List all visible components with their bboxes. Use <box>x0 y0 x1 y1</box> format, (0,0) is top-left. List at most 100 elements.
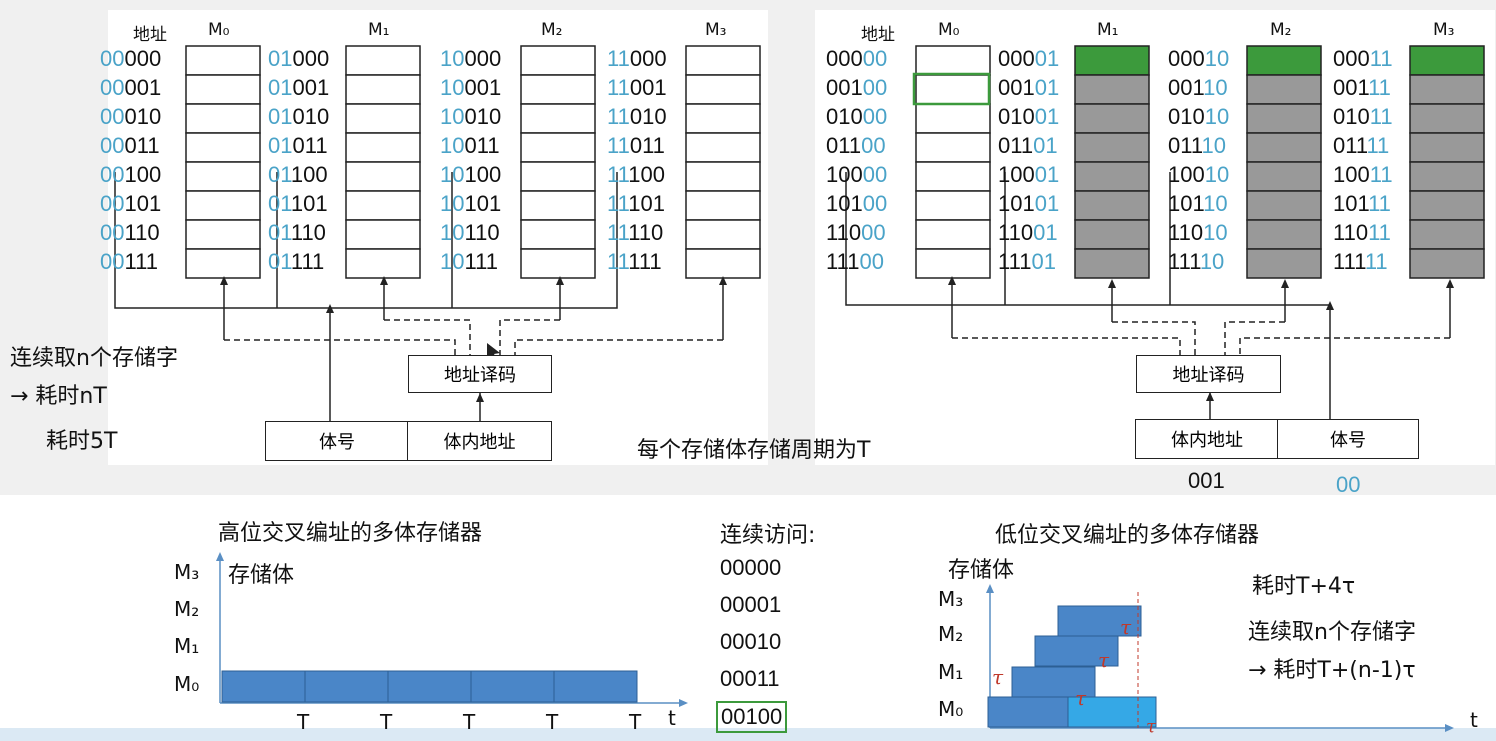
address-label: 01000 <box>826 104 888 129</box>
memory-cell <box>185 45 261 76</box>
left-bank-cells <box>185 45 761 279</box>
right-bank-label-0: M₀ <box>938 20 960 40</box>
memory-cell <box>1409 132 1485 163</box>
memory-cell <box>1409 248 1485 279</box>
right-decoder-box: 地址译码 <box>1136 355 1281 393</box>
memory-cell <box>1246 74 1322 105</box>
address-label: 01100 <box>826 133 886 158</box>
low-chart-title: 低位交叉编址的多体存储器 <box>995 523 1260 548</box>
memory-cell <box>1074 45 1150 76</box>
cycle-note: 每个存储体存储周期为T <box>637 438 871 463</box>
address-label: 01101 <box>998 133 1058 158</box>
address-label: 10001 <box>440 75 502 100</box>
left-in-bank-address-field: 体内地址 <box>407 421 552 461</box>
high-chart-bar <box>553 670 638 703</box>
address-label: 11110 <box>1168 249 1225 274</box>
left-bank-label-1: M₁ <box>368 20 390 40</box>
low-chart-ylabel: 存储体 <box>948 558 1015 583</box>
address-label: 01111 <box>1333 133 1390 158</box>
low-row-m3: M₃ <box>938 587 964 611</box>
high-chart-title: 高位交叉编址的多体存储器 <box>218 521 483 546</box>
right-bank-label-2: M₂ <box>1270 20 1292 40</box>
address-label: 11100 <box>826 249 884 274</box>
address-label: 11000 <box>826 220 886 245</box>
high-chart-tick: T <box>380 710 393 734</box>
address-label: 10111 <box>440 249 498 274</box>
high-chart-bar <box>387 670 472 703</box>
high-chart-tick: T <box>546 710 559 734</box>
memory-cell <box>1409 103 1485 134</box>
low-chart-bar <box>1067 696 1157 728</box>
address-label: 01110 <box>1168 133 1226 158</box>
left-bank-label-3: M₃ <box>705 20 727 40</box>
left-note-line1: 连续取n个存储字 <box>10 346 178 371</box>
address-label: 00101 <box>100 191 162 216</box>
memory-cell <box>685 132 761 163</box>
high-chart-bar <box>221 670 306 703</box>
sequence-item: 00010 <box>720 629 782 654</box>
right-bank-label-1: M₁ <box>1097 20 1119 40</box>
high-row-m2: M₂ <box>174 597 200 621</box>
right-addr-header: 地址 <box>861 25 895 45</box>
address-label: 00111 <box>100 249 158 274</box>
memory-cell <box>915 132 991 163</box>
memory-cell <box>345 132 421 163</box>
memory-cell <box>1409 45 1485 76</box>
high-chart-ylabel: 存储体 <box>228 563 295 588</box>
address-label: 00000 <box>100 46 162 71</box>
memory-cell <box>915 248 991 279</box>
address-label: 11011 <box>607 133 665 158</box>
memory-cell <box>1074 161 1150 192</box>
sequence-item: 00011 <box>720 666 780 691</box>
memory-cell <box>520 74 596 105</box>
low-row-m1: M₁ <box>938 660 964 684</box>
sequence-item: 00000 <box>720 555 782 580</box>
memory-cell <box>915 190 991 221</box>
address-label: 01011 <box>1333 104 1393 129</box>
address-label: 00111 <box>1333 75 1391 100</box>
high-chart-tick: T <box>629 710 642 734</box>
high-row-m1: M₁ <box>174 634 200 658</box>
memory-cell <box>685 45 761 76</box>
address-label: 11111 <box>1333 249 1388 274</box>
address-label: 10111 <box>1333 191 1391 216</box>
address-label: 11000 <box>607 46 667 71</box>
address-label: 11001 <box>607 75 667 100</box>
address-label: 01011 <box>268 133 328 158</box>
address-label: 11111 <box>607 249 662 274</box>
low-tau-0: τ <box>992 665 1004 689</box>
left-bank-label-2: M₂ <box>541 20 563 40</box>
memory-cell <box>345 161 421 192</box>
memory-cell <box>1074 190 1150 221</box>
memory-cell <box>685 161 761 192</box>
memory-cell <box>685 103 761 134</box>
memory-cell <box>1074 219 1150 250</box>
low-row-m2: M₂ <box>938 622 964 646</box>
address-label: 10010 <box>440 104 502 129</box>
memory-cell <box>685 219 761 250</box>
address-label: 11110 <box>607 220 664 245</box>
address-label: 01010 <box>268 104 330 129</box>
address-label: 11100 <box>607 162 665 187</box>
memory-cell <box>1246 219 1322 250</box>
right-bank-label-3: M₃ <box>1433 20 1455 40</box>
memory-cell <box>915 161 991 192</box>
address-label: 11010 <box>1168 220 1228 245</box>
address-label: 01101 <box>268 191 328 216</box>
high-chart-bar <box>304 670 389 703</box>
address-label: 00001 <box>100 75 162 100</box>
right-field-value-offset: 001 <box>1188 468 1225 493</box>
address-label: 00110 <box>100 220 160 245</box>
address-label: 00101 <box>998 75 1060 100</box>
memory-cell <box>520 219 596 250</box>
memory-cell <box>345 219 421 250</box>
right-bank-cells <box>912 45 1485 279</box>
address-label: 00000 <box>826 46 888 71</box>
address-label: 00100 <box>826 75 888 100</box>
address-label: 10011 <box>1333 162 1393 187</box>
memory-cell <box>915 219 991 250</box>
address-label: 00110 <box>1168 75 1228 100</box>
memory-cell <box>520 190 596 221</box>
